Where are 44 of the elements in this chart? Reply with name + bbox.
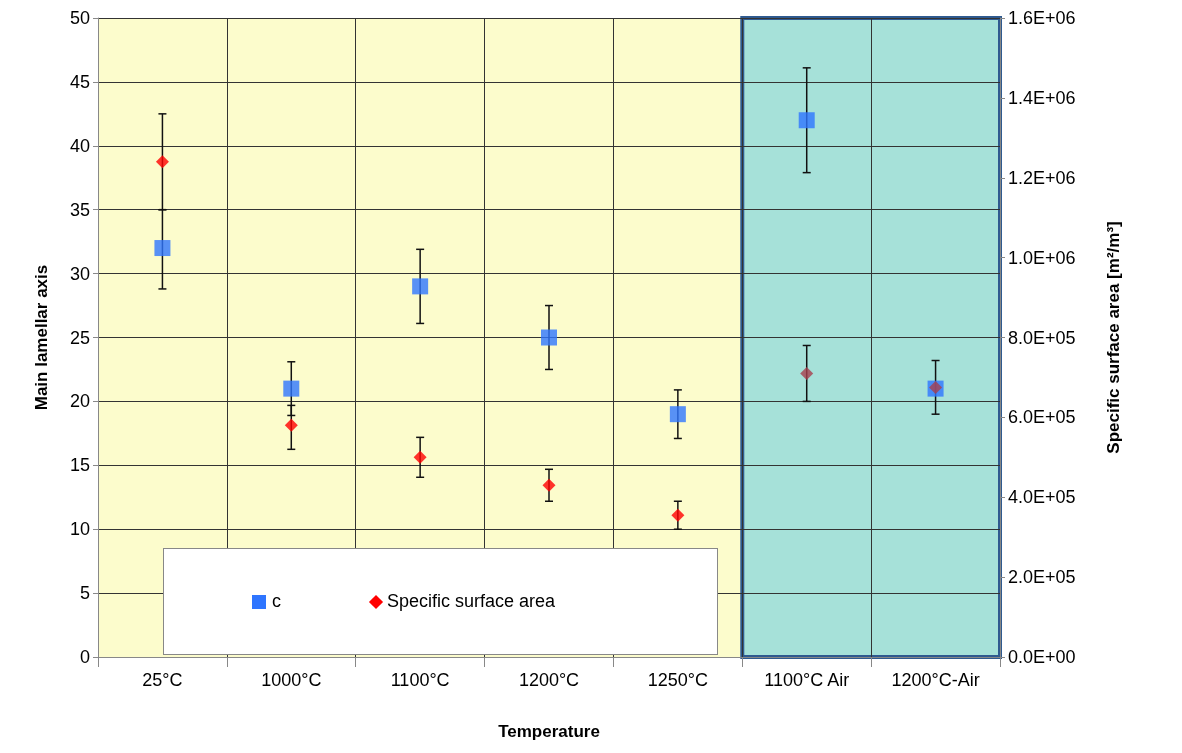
- y-tick-label: 30: [69, 263, 90, 284]
- legend-label: c: [272, 591, 281, 612]
- y-tick-label: 25: [69, 327, 90, 348]
- y-tick-label: 35: [69, 199, 90, 220]
- y-tick-label: 45: [69, 71, 90, 92]
- y2-tick-label: 6.0E+05: [1008, 407, 1076, 428]
- y2-tick-label: 8.0E+05: [1008, 327, 1076, 348]
- y2-axis-title: Specific surface area [m²/m³]: [1104, 221, 1123, 454]
- y2-tick-label: 1.6E+06: [1008, 8, 1076, 28]
- y2-tick-label: 1.2E+06: [1008, 167, 1076, 188]
- y2-tick-label: 0.0E+00: [1008, 647, 1076, 667]
- x-tick-label: 1100°C Air: [764, 670, 850, 690]
- y2-tick-label: 4.0E+05: [1008, 487, 1076, 508]
- x-tick-label: 1200°C-Air: [891, 670, 980, 690]
- point: [413, 450, 427, 464]
- point: [798, 112, 815, 129]
- x-axis-title: Temperature: [498, 722, 600, 741]
- y-tick-label: 20: [69, 391, 90, 412]
- y2-tick-label: 1.4E+06: [1008, 87, 1076, 108]
- point: [412, 278, 429, 295]
- y2-tick-label: 1.0E+06: [1008, 247, 1076, 268]
- point: [283, 380, 300, 397]
- x-tick-label: 1000°C: [261, 670, 322, 690]
- y-tick-label: 40: [69, 135, 90, 156]
- x-tick-label: 25°C: [142, 670, 183, 690]
- point: [671, 508, 685, 522]
- point: [800, 366, 814, 380]
- legend-label: Specific surface area: [387, 591, 556, 612]
- y-tick-label: 10: [69, 519, 90, 540]
- y-tick-label: 0: [79, 647, 90, 667]
- point: [541, 329, 557, 346]
- point: [154, 240, 171, 257]
- x-tick-label: 1200°C: [518, 670, 580, 690]
- y-axis-title: Main lamellar axis: [32, 264, 51, 411]
- x-tick-label: 1250°C: [647, 670, 708, 690]
- point: [155, 155, 169, 169]
- y-tick-label: 50: [69, 8, 90, 28]
- x-tick-label: 1100°C: [390, 670, 450, 690]
- point: [669, 406, 686, 423]
- y2-tick-label: 2.0E+05: [1008, 567, 1076, 588]
- point: [542, 478, 556, 492]
- point: [284, 418, 298, 432]
- y-tick-label: 5: [79, 583, 90, 604]
- y-tick-label: 15: [69, 455, 90, 476]
